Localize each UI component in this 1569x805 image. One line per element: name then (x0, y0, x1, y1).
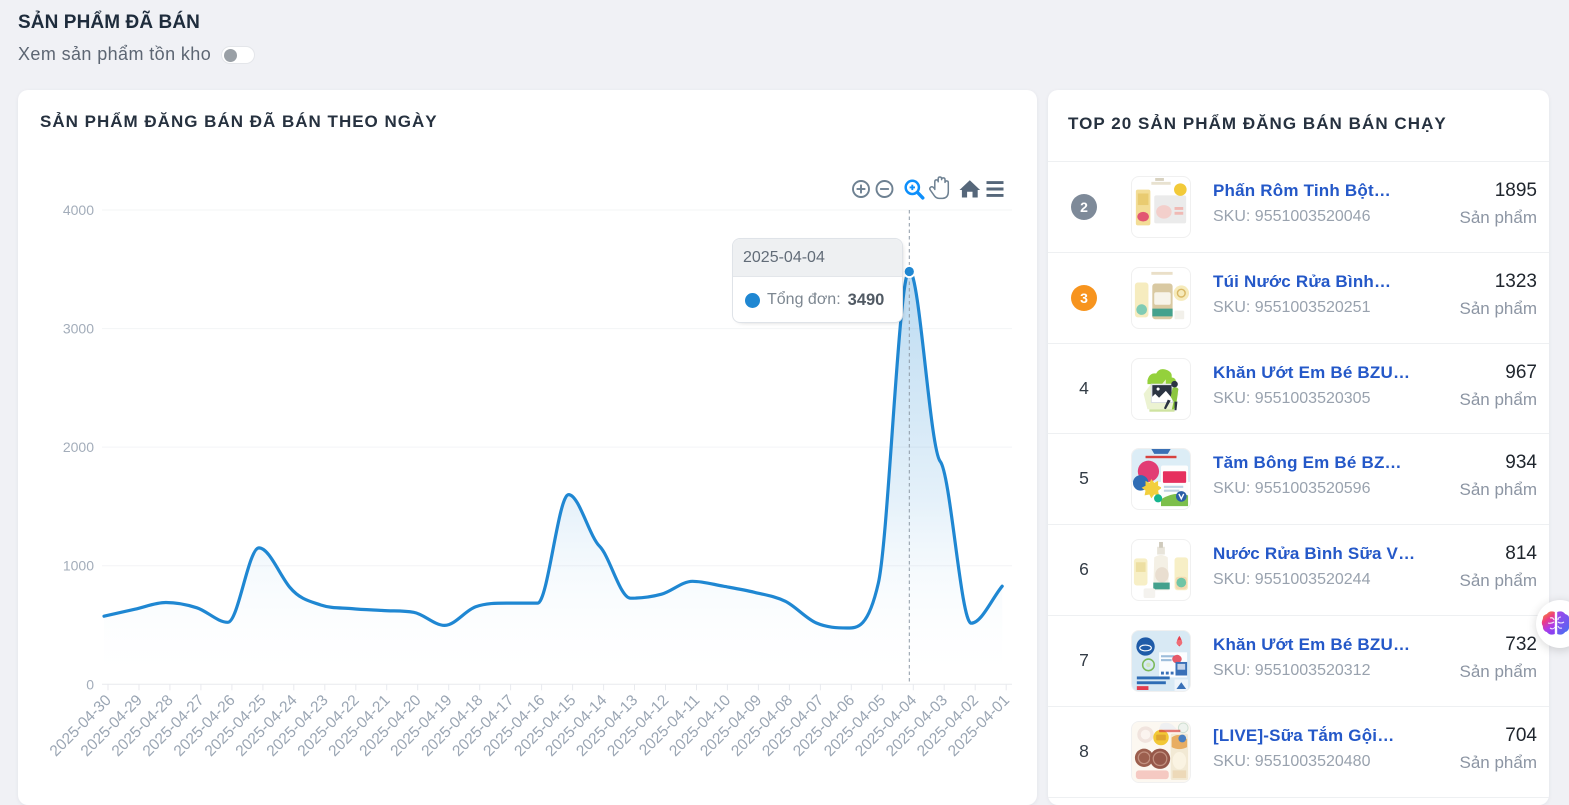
svg-text:2000: 2000 (63, 439, 94, 455)
svg-text:1000: 1000 (63, 558, 94, 574)
svg-text:3000: 3000 (63, 321, 94, 337)
svg-text:0: 0 (86, 676, 94, 692)
svg-text:4000: 4000 (63, 202, 94, 218)
